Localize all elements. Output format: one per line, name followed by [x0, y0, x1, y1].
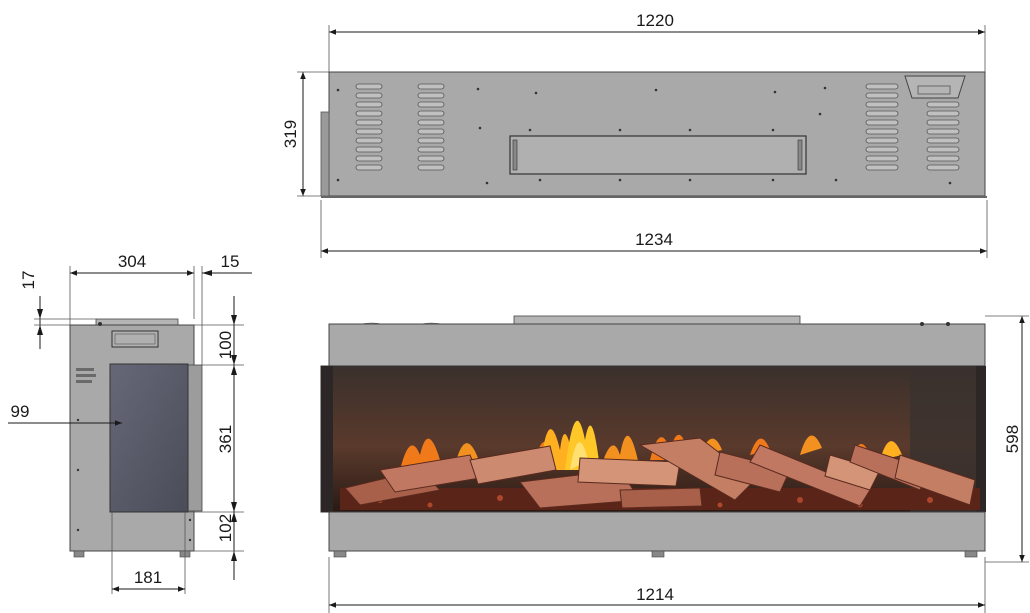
side-label-plate [76, 368, 96, 383]
front-view [320, 315, 986, 558]
dim-label-102: 102 [216, 514, 235, 542]
dim-304: 304 [69, 252, 195, 325]
vent-slots-right [865, 83, 960, 171]
dim-1214: 1214 [328, 557, 986, 613]
dim-181: 181 [111, 512, 186, 594]
top-center-slot [509, 135, 807, 175]
logs [344, 437, 976, 509]
control-bracket [904, 75, 966, 99]
dim-label-99: 99 [11, 402, 30, 421]
side-top-handle [111, 330, 159, 348]
top-view [320, 71, 987, 198]
dim-598: 598 [985, 315, 1029, 563]
dim-label-304: 304 [118, 252, 146, 271]
dim-319: 319 [281, 71, 329, 197]
side-view [69, 318, 203, 558]
dim-label-319: 319 [281, 120, 300, 148]
dim-label-1214: 1214 [636, 585, 674, 604]
dim-label-361: 361 [216, 425, 235, 453]
top-view-back-strip [320, 111, 330, 197]
dim-99: 99 [8, 402, 122, 426]
dim-label-100: 100 [216, 331, 235, 359]
dim-100-361-102: 100 361 102 [188, 296, 244, 580]
dim-17: 17 [19, 271, 96, 349]
dim-label-1220: 1220 [636, 11, 674, 30]
dim-1234: 1234 [320, 200, 988, 258]
dim-label-181: 181 [134, 568, 162, 587]
vent-slots-left [355, 83, 445, 171]
front-bottom-panel [328, 511, 986, 552]
side-glass-panel [109, 363, 189, 513]
dim-label-598: 598 [1003, 425, 1022, 453]
dim-15: 15 [201, 252, 252, 365]
dim-label-15: 15 [221, 252, 240, 271]
dim-label-17: 17 [19, 271, 38, 290]
dim-label-1234: 1234 [635, 230, 673, 249]
dim-1220: 1220 [328, 11, 986, 72]
front-top-panel [328, 323, 986, 367]
